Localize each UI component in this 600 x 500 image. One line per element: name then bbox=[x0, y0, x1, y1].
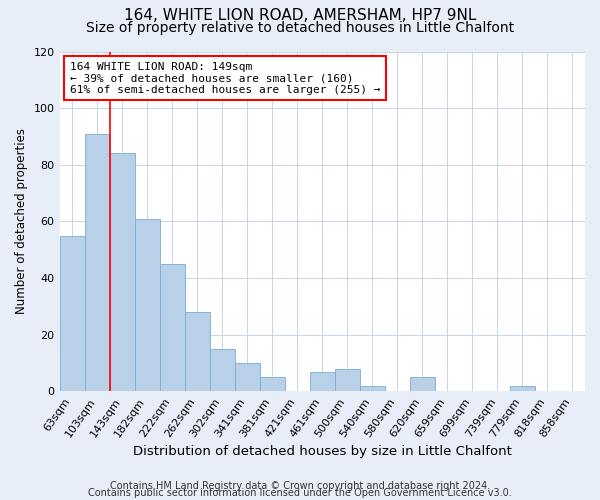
Text: Contains public sector information licensed under the Open Government Licence v3: Contains public sector information licen… bbox=[88, 488, 512, 498]
Bar bbox=[235, 363, 260, 392]
X-axis label: Distribution of detached houses by size in Little Chalfont: Distribution of detached houses by size … bbox=[133, 444, 512, 458]
Bar bbox=[59, 236, 85, 392]
Bar bbox=[134, 218, 160, 392]
Text: Size of property relative to detached houses in Little Chalfont: Size of property relative to detached ho… bbox=[86, 21, 514, 35]
Bar bbox=[260, 377, 285, 392]
Bar bbox=[160, 264, 185, 392]
Bar bbox=[310, 372, 335, 392]
Bar bbox=[335, 368, 360, 392]
Bar bbox=[110, 154, 134, 392]
Text: Contains HM Land Registry data © Crown copyright and database right 2024.: Contains HM Land Registry data © Crown c… bbox=[110, 481, 490, 491]
Text: 164 WHITE LION ROAD: 149sqm
← 39% of detached houses are smaller (160)
61% of se: 164 WHITE LION ROAD: 149sqm ← 39% of det… bbox=[70, 62, 380, 95]
Bar bbox=[410, 377, 435, 392]
Bar bbox=[85, 134, 110, 392]
Y-axis label: Number of detached properties: Number of detached properties bbox=[15, 128, 28, 314]
Bar bbox=[510, 386, 535, 392]
Bar bbox=[209, 349, 235, 392]
Bar bbox=[360, 386, 385, 392]
Bar bbox=[185, 312, 209, 392]
Text: 164, WHITE LION ROAD, AMERSHAM, HP7 9NL: 164, WHITE LION ROAD, AMERSHAM, HP7 9NL bbox=[124, 8, 476, 22]
